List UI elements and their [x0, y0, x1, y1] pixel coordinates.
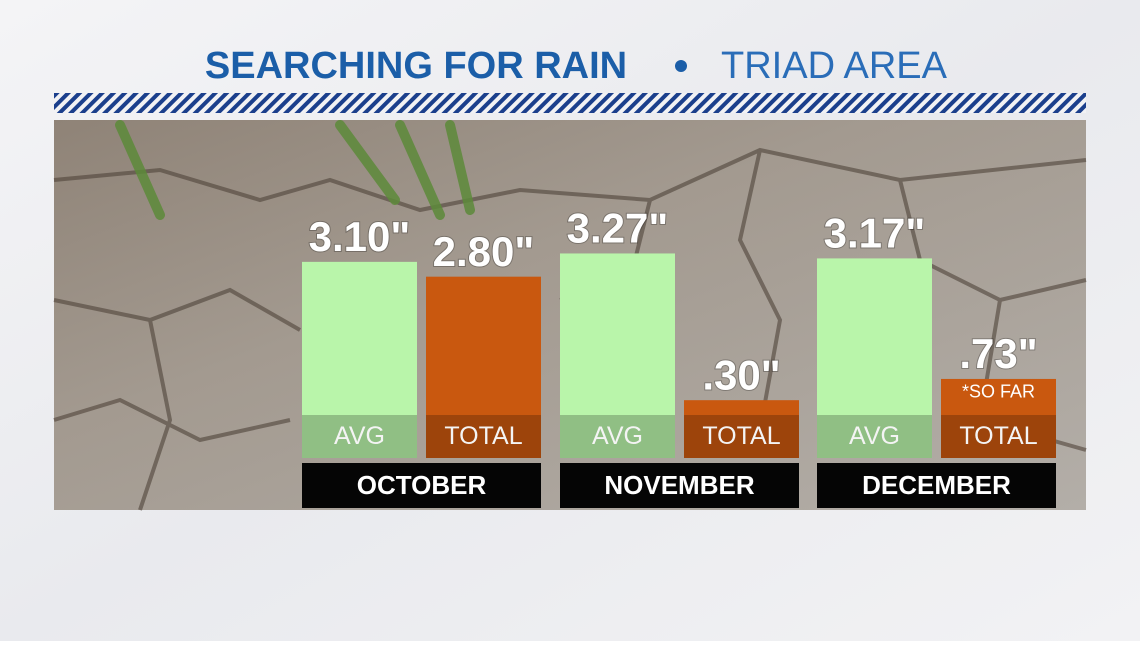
- value-label: .30": [702, 351, 780, 398]
- x-tick-label: DECEMBER: [862, 470, 1011, 500]
- bar-band: [426, 415, 541, 458]
- bar-band-shade: [560, 415, 675, 458]
- bar-band: [684, 415, 799, 458]
- bar-band-shade: [817, 415, 932, 458]
- chart-title: SEARCHING FOR RAIN: [205, 45, 627, 87]
- bar: [684, 400, 799, 415]
- bar-band: [302, 415, 417, 458]
- bar-band: [817, 415, 932, 458]
- series-label: AVG: [334, 422, 385, 450]
- annotation: *SO FAR: [962, 382, 1035, 402]
- value-label: 3.10": [309, 213, 411, 260]
- bar: [426, 276, 541, 415]
- x-tick-label: OCTOBER: [357, 470, 487, 500]
- series-label: TOTAL: [959, 422, 1037, 450]
- bar: [817, 258, 932, 415]
- value-label: 3.17": [824, 209, 926, 256]
- bar-band-shade: [684, 415, 799, 458]
- chart-subtitle: TRIAD AREA: [721, 45, 948, 87]
- series-label: AVG: [849, 422, 900, 450]
- grass: [115, 120, 475, 220]
- hatch-stripe: [54, 93, 1086, 113]
- x-tick-label: NOVEMBER: [604, 470, 754, 500]
- bar-band: [941, 415, 1056, 458]
- value-label: .73": [959, 330, 1037, 377]
- series-label: TOTAL: [444, 422, 522, 450]
- bar-band: [560, 415, 675, 458]
- bar-band-shade: [302, 415, 417, 458]
- bar-band-shade: [941, 415, 1056, 458]
- bar: [302, 261, 417, 415]
- bar-band-shade: [426, 415, 541, 458]
- category-box: [817, 463, 1056, 508]
- series-label: TOTAL: [702, 422, 780, 450]
- bar: [941, 378, 1056, 415]
- value-label: 3.27": [567, 205, 669, 252]
- category-box: [302, 463, 541, 508]
- value-label: 2.80": [433, 228, 535, 275]
- separator-dot: [675, 60, 687, 72]
- series-label: AVG: [592, 422, 643, 450]
- category-box: [560, 463, 799, 508]
- bar: [560, 253, 675, 415]
